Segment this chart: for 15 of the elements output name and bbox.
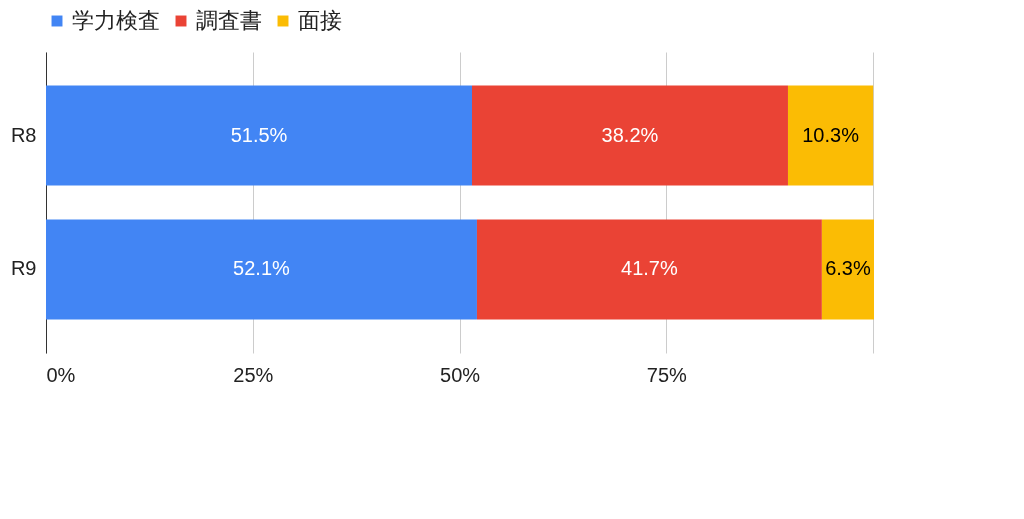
data-label: 10.3%	[802, 123, 860, 146]
x-tick-label: 25%	[233, 363, 274, 386]
x-tick-label: 50%	[440, 363, 481, 386]
legend-label: 面接	[298, 8, 342, 33]
legend-label: 調査書	[196, 8, 262, 33]
data-label: 38.2%	[601, 123, 659, 146]
y-tick-label: R9	[10, 257, 37, 280]
data-label: 52.1%	[233, 257, 291, 280]
y-tick-label: R8	[10, 123, 37, 146]
x-tick-label: 0%	[46, 363, 76, 386]
data-label: 6.3%	[825, 257, 871, 280]
data-label: 51.5%	[230, 123, 288, 146]
legend-label: 学力検査	[72, 8, 160, 33]
data-label: 41.7%	[621, 257, 678, 280]
x-tick-label: 75%	[646, 363, 688, 386]
